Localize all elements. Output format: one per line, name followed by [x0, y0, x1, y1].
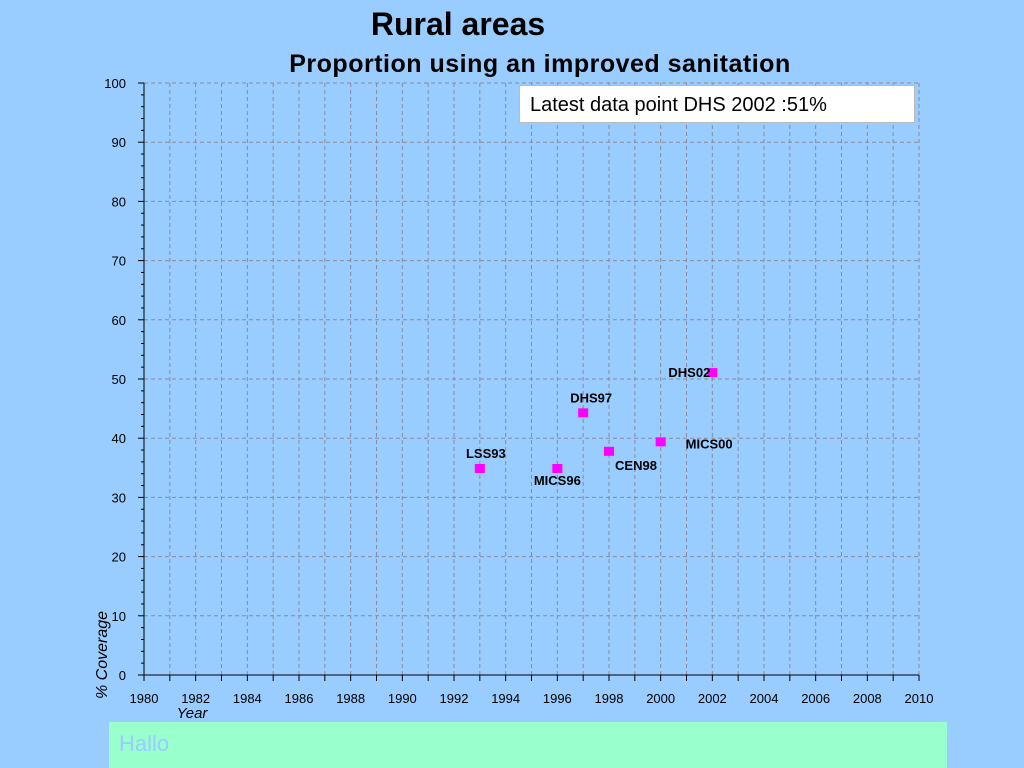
data-points: [474, 368, 718, 473]
data-label-mics96: MICS96: [534, 473, 581, 488]
x-tick-label: 2006: [801, 691, 830, 706]
x-tick-label: 2010: [905, 691, 934, 706]
x-tick-label: 1980: [130, 691, 159, 706]
data-point-dhs02: [707, 368, 718, 378]
latest-data-note: Latest data point DHS 2002 :51%: [519, 85, 915, 123]
data-point-cen98: [604, 446, 614, 456]
x-tick-label: 2002: [698, 691, 727, 706]
x-tick-label: 1994: [491, 691, 520, 706]
y-tick-label: 40: [112, 431, 126, 446]
x-tick-label: 1992: [440, 691, 469, 706]
x-tick-label: 1986: [285, 691, 314, 706]
y-tick-label: 70: [112, 254, 126, 269]
x-tick-label: 1998: [595, 691, 624, 706]
x-tick-label: 1990: [388, 691, 417, 706]
x-axis-label: Year: [177, 705, 209, 722]
data-point-mics00: [655, 437, 666, 447]
data-label-lss93: LSS93: [466, 446, 506, 461]
axes: [138, 82, 920, 681]
data-label-dhs97: DHS97: [570, 390, 612, 405]
x-tick-label: 1982: [181, 691, 210, 706]
y-tick-label: 50: [112, 372, 126, 387]
grid-lines: [144, 82, 920, 675]
data-label-mics00: MICS00: [686, 436, 733, 451]
data-point-lss93: [474, 463, 485, 473]
chart-title: Rural areas: [370, 6, 546, 42]
data-labels: LSS93 MICS96 DHS97 CEN98 MICS00 DHS02: [466, 365, 733, 488]
y-tick-label: 90: [112, 135, 126, 150]
data-point-dhs97: [578, 408, 589, 418]
y-axis-label: % Coverage: [94, 611, 111, 699]
y-tick-label: 100: [104, 76, 126, 91]
data-label-dhs02: DHS02: [668, 365, 710, 380]
chart-subtitle: Proportion using an improved sanitation: [289, 50, 791, 78]
tick-labels: 0 10 20 30 40 50 60 70 80 90 100 1980 1982 1984 1986 19…: [104, 76, 933, 706]
x-tick-label: 1984: [233, 691, 262, 706]
footer-bar: Hallo: [109, 722, 947, 768]
y-tick-label: 80: [112, 194, 126, 209]
y-tick-label: 20: [112, 550, 126, 565]
footer-text: Hallo: [119, 731, 170, 756]
data-point-mics96: [552, 463, 563, 473]
x-tick-label: 2000: [646, 691, 675, 706]
x-tick-label: 2004: [750, 691, 779, 706]
y-tick-label: 60: [112, 313, 126, 328]
x-tick-label: 1988: [336, 691, 365, 706]
y-tick-label: 30: [112, 490, 126, 505]
x-tick-label: 1996: [543, 691, 572, 706]
x-tick-label: 2008: [853, 691, 882, 706]
y-tick-label: 10: [112, 609, 126, 624]
y-tick-label: 0: [119, 668, 126, 683]
data-label-cen98: CEN98: [615, 458, 657, 473]
